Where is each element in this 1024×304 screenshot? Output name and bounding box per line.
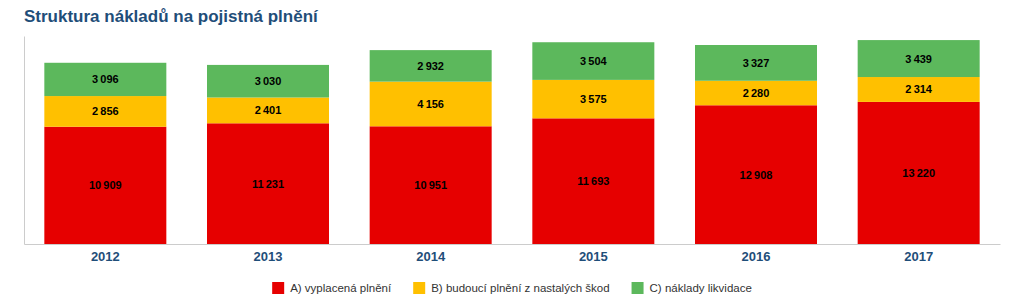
y-axis	[24, 37, 25, 245]
legend-item: A) vyplacená plnění	[272, 282, 392, 294]
bar-segment	[207, 123, 329, 244]
data-label: 3 096	[92, 73, 119, 85]
data-label: 2 401	[255, 104, 282, 116]
x-tick-label: 2014	[416, 249, 446, 264]
bar-segment	[532, 118, 654, 244]
x-tick: 2014	[416, 244, 446, 264]
bar-series	[44, 40, 979, 97]
data-label: 3 327	[743, 57, 770, 69]
bar-segment	[695, 105, 817, 244]
bar-segment	[207, 65, 329, 98]
legend-item: C) náklady likvidace	[632, 282, 752, 294]
x-axis: 2012 2013 2014 2015 2016 2017	[25, 244, 1001, 264]
bar-segment	[370, 126, 492, 244]
legend-label: B) budoucí plnění z nastalých škod	[431, 282, 609, 294]
x-tick-label: 2012	[91, 249, 120, 264]
legend-label: A) vyplacená plnění	[290, 282, 392, 294]
legend: A) vyplacená plnění B) budoucí plnění z n…	[272, 282, 752, 294]
x-tick-label: 2017	[904, 249, 933, 264]
bar-segment	[370, 50, 492, 82]
data-label: 3 504	[580, 55, 608, 67]
data-label: 13 220	[902, 167, 935, 179]
bars	[44, 40, 979, 244]
bar-segment	[695, 81, 817, 106]
bar-series	[44, 102, 979, 244]
data-label: 2 932	[417, 60, 444, 72]
data-label: 3 439	[905, 53, 932, 65]
bar-segment	[532, 80, 654, 118]
bar-segment	[370, 82, 492, 127]
legend-item: B) budoucí plnění z nastalých škod	[413, 282, 609, 294]
data-label: 2 314	[905, 83, 933, 95]
data-label: 12 908	[740, 169, 773, 181]
y-axis-line	[24, 37, 25, 245]
bar-segment	[44, 127, 166, 244]
data-label: 2 856	[92, 105, 119, 117]
legend-swatch	[413, 282, 425, 294]
data-label: 11 693	[577, 175, 609, 187]
bar-segment	[695, 45, 817, 81]
bar-segment	[207, 97, 329, 123]
x-tick: 2013	[254, 244, 283, 264]
chart-title: Struktura nákladů na pojistná plnění	[24, 7, 319, 26]
data-label: 10 909	[89, 179, 122, 191]
data-label: 2 280	[743, 87, 770, 99]
data-label: 11 231	[252, 178, 284, 190]
bar-segment	[532, 42, 654, 80]
legend-swatch	[272, 282, 284, 294]
bar-segment	[858, 40, 980, 77]
x-tick: 2017	[904, 244, 933, 264]
x-axis-line	[25, 244, 1001, 245]
bar-segment	[44, 96, 166, 127]
bar-series	[44, 77, 979, 127]
data-label: 4 156	[417, 98, 444, 110]
x-tick: 2015	[579, 244, 608, 264]
data-label: 10 951	[414, 179, 447, 191]
data-label: 3 575	[580, 93, 607, 105]
chart-svg: Struktura nákladů na pojistná plnění 10 9…	[0, 0, 1024, 304]
bar-segment	[858, 102, 980, 244]
legend-swatch	[632, 282, 644, 294]
bar-segment	[858, 77, 980, 102]
bar-segment	[44, 63, 166, 96]
data-labels: 10 909 11 231 10 951 11 693 12 908 13 220 2 85…	[89, 53, 935, 192]
x-tick-label: 2015	[579, 249, 608, 264]
data-label: 3 030	[255, 75, 282, 87]
x-tick: 2012	[91, 244, 120, 264]
legend-label: C) náklady likvidace	[650, 282, 752, 294]
plot-area: 10 909 11 231 10 951 11 693 12 908 13 220 2 85…	[25, 37, 1001, 265]
x-tick: 2016	[742, 244, 771, 264]
x-tick-label: 2016	[742, 249, 771, 264]
x-tick-label: 2013	[254, 249, 283, 264]
